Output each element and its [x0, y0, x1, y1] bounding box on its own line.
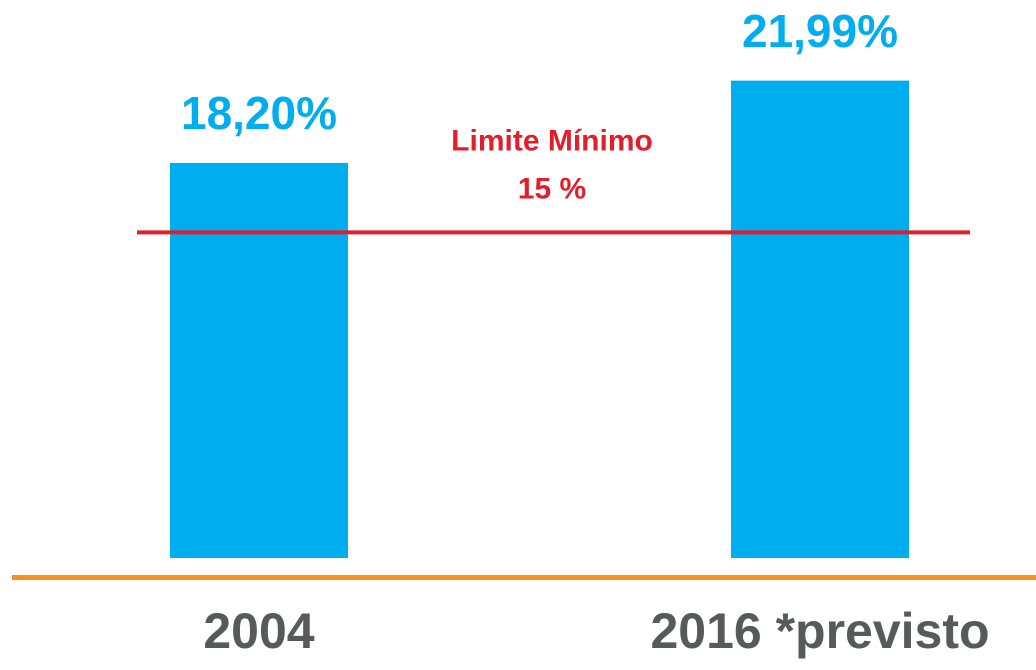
x-tick-label: 2016 *previsto — [650, 603, 989, 659]
reference-value-label: 15 % — [518, 172, 586, 205]
x-tick-label: 2004 — [203, 603, 314, 659]
bar — [170, 162, 348, 559]
value-label: 18,20% — [181, 87, 337, 139]
x-axis-line — [12, 575, 1036, 580]
bar — [731, 80, 909, 558]
value-label: 21,99% — [742, 5, 898, 57]
reference-label: Limite Mínimo — [451, 124, 653, 157]
